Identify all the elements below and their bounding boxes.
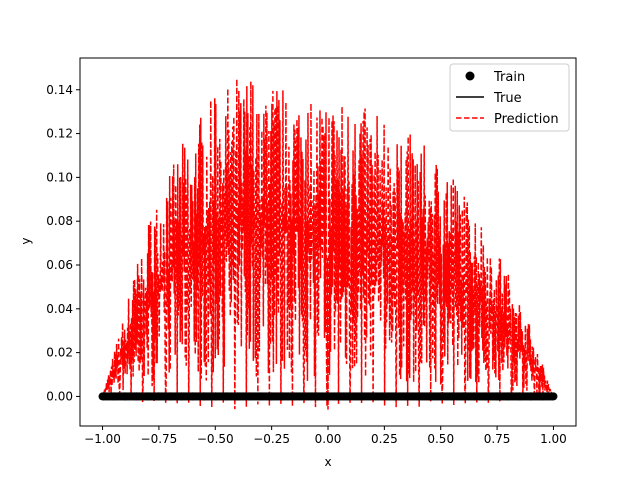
train-point-band (102, 392, 554, 401)
train-series (98, 392, 558, 401)
legend-entry-label: Prediction (494, 112, 559, 127)
x-axis: −1.00 −0.75 −0.50 −0.25 0.00 0.25 0.50 0.75 1.00 (84, 426, 567, 446)
legend-box (449, 63, 570, 132)
prediction-line (101, 78, 554, 410)
y-tick-label: 0.06 (46, 258, 73, 272)
legend-entry-label: Train (493, 70, 525, 85)
x-tick-label: 0.50 (427, 432, 454, 446)
x-tick-label: −1.00 (84, 432, 121, 446)
x-tick-label: 0.25 (371, 432, 398, 446)
x-tick-label: 0.75 (484, 432, 511, 446)
plot-area (79, 57, 577, 427)
x-tick-label: 0.00 (315, 432, 342, 446)
y-tick-label: 0.10 (46, 170, 73, 184)
y-tick-label: 0.14 (46, 83, 73, 97)
y-axis-label: y (19, 237, 33, 244)
y-tick-label: 0.00 (46, 389, 73, 403)
prediction-series (101, 78, 554, 410)
y-tick-label: 0.12 (46, 127, 73, 141)
y-tick-label: 0.02 (46, 346, 73, 360)
y-tick-label: 0.04 (46, 302, 73, 316)
x-tick-label: −0.25 (253, 432, 290, 446)
legend: Train True Prediction (449, 63, 570, 132)
y-tick-label: 0.08 (46, 214, 73, 228)
x-tick-label: −0.50 (197, 432, 234, 446)
x-tick-label: 1.00 (540, 432, 567, 446)
legend-train-marker (465, 71, 475, 81)
x-axis-label: x (324, 455, 331, 469)
y-axis: 0.00 0.02 0.04 0.06 0.08 0.10 0.12 0.14 (46, 83, 80, 403)
x-tick-label: −0.75 (141, 432, 178, 446)
legend-entry-label: True (493, 91, 522, 106)
